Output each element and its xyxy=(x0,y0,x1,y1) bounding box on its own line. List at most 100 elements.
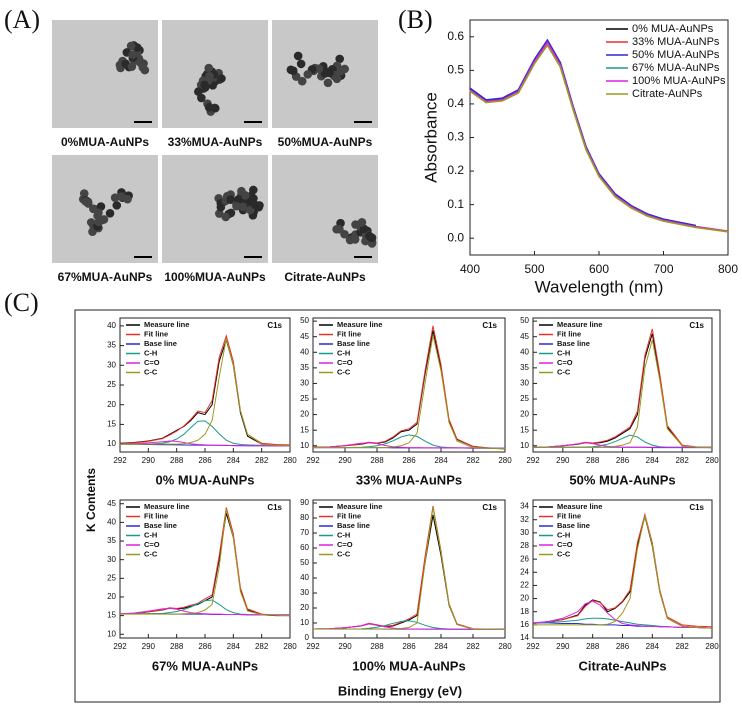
y-tick-label: 60 xyxy=(300,543,309,552)
nanoparticle xyxy=(324,79,333,88)
y-tick-label: 30 xyxy=(300,379,309,388)
y-tick-label: 20 xyxy=(520,410,529,419)
nanoparticle xyxy=(200,81,209,90)
x-tick-label: 280 xyxy=(498,456,512,465)
x-tick-label: 280 xyxy=(705,456,719,465)
panel-label: (B) xyxy=(398,5,433,34)
legend-label: 0% MUA-AuNPs xyxy=(632,23,714,35)
x-tick-label: 290 xyxy=(556,456,570,465)
x-tick-label: 284 xyxy=(434,642,448,651)
annotation: C1s xyxy=(689,321,704,330)
x-tick-label: 292 xyxy=(306,642,320,651)
x-tick-label: 282 xyxy=(466,642,480,651)
x-tick-label: 286 xyxy=(198,456,212,465)
legend-label: 33% MUA-AuNPs xyxy=(632,36,720,48)
x-tick-label: 700 xyxy=(653,262,673,276)
x-tick-label: 284 xyxy=(434,456,448,465)
legend-label: Base line xyxy=(144,339,177,348)
y-tick-label: 30 xyxy=(300,588,309,597)
legend-label: C-H xyxy=(144,348,157,357)
y-tick-label: 26 xyxy=(520,554,529,563)
y-tick-label: 35 xyxy=(107,341,116,350)
legend-label: C-H xyxy=(144,530,157,539)
y-tick-label: 20 xyxy=(520,594,529,603)
image-caption: 33%MUA-AuNPs xyxy=(168,135,263,149)
y-tick-label: 50 xyxy=(300,316,309,325)
y-tick-label: 30 xyxy=(520,528,529,537)
y-tick-label: 0.6 xyxy=(447,29,464,43)
x-tick-label: 280 xyxy=(283,456,297,465)
y-tick-label: 15 xyxy=(300,425,309,434)
nanoparticle xyxy=(112,201,121,210)
x-tick-label: 288 xyxy=(586,456,600,465)
legend-label: Measure line xyxy=(144,502,189,511)
x-tick-label: 282 xyxy=(466,456,480,465)
x-tick-label: 292 xyxy=(526,456,540,465)
tem-image xyxy=(272,155,378,263)
x-tick-label: 500 xyxy=(524,262,544,276)
y-tick-label: 80 xyxy=(300,513,309,522)
legend-label: C-C xyxy=(557,367,571,376)
legend-label: Fit line xyxy=(144,329,168,338)
nanoparticle xyxy=(217,74,226,83)
nanoparticle xyxy=(333,74,342,83)
legend-label: Fit line xyxy=(337,329,361,338)
y-tick-label: 30 xyxy=(107,555,116,564)
x-tick-label: 284 xyxy=(646,642,660,651)
x-tick-label: 282 xyxy=(255,456,269,465)
panel-label: (A) xyxy=(4,5,40,34)
y-tick-label: 28 xyxy=(520,541,529,550)
y-tick-label: 15 xyxy=(107,420,116,429)
y-tick-label: 10 xyxy=(107,629,116,638)
y-tick-label: 40 xyxy=(107,321,116,330)
nanoparticle xyxy=(297,60,306,69)
x-tick-label: 284 xyxy=(227,642,241,651)
nanoparticle xyxy=(294,52,303,61)
nanoparticle xyxy=(365,232,374,241)
legend-label: Measure line xyxy=(144,320,189,329)
y-tick-label: 90 xyxy=(300,498,309,507)
legend-label: C=O xyxy=(144,540,160,549)
x-tick-label: 800 xyxy=(718,262,738,276)
y-tick-label: 22 xyxy=(520,581,529,590)
x-tick-label: 288 xyxy=(170,456,184,465)
x-tick-label: 284 xyxy=(227,456,241,465)
y-tick-label: 10 xyxy=(520,441,529,450)
tem-image xyxy=(52,20,158,128)
y-tick-label: 40 xyxy=(300,347,309,356)
chart-title: 0% MUA-AuNPs xyxy=(156,472,255,487)
x-tick-label: 284 xyxy=(646,456,660,465)
nanoparticle xyxy=(351,235,360,244)
legend-label: 67% MUA-AuNPs xyxy=(632,62,720,74)
legend-label: Base line xyxy=(557,339,590,348)
legend-label: Measure line xyxy=(557,320,602,329)
x-tick-label: 282 xyxy=(675,642,689,651)
legend-label: C=O xyxy=(144,358,160,367)
x-tick-label: 280 xyxy=(283,642,297,651)
legend-label: Base line xyxy=(337,521,370,530)
legend-label: Fit line xyxy=(557,329,581,338)
x-tick-label: 282 xyxy=(675,456,689,465)
legend-label: C=O xyxy=(337,540,353,549)
x-tick-label: 288 xyxy=(170,642,184,651)
y-tick-label: 24 xyxy=(520,567,529,576)
nanoparticle xyxy=(221,213,230,222)
chart-title: 67% MUA-AuNPs xyxy=(152,658,258,673)
y-tick-label: 40 xyxy=(520,347,529,356)
y-tick-label: 15 xyxy=(520,425,529,434)
y-tick-label: 0.4 xyxy=(447,96,464,110)
legend-label: C-H xyxy=(557,348,570,357)
y-tick-label: 10 xyxy=(300,618,309,627)
legend-label: Measure line xyxy=(337,320,382,329)
y-tick-label: 0.3 xyxy=(447,130,464,144)
y-axis-label: Absorbance xyxy=(421,92,440,183)
y-tick-label: 15 xyxy=(107,611,116,620)
y-tick-label: 35 xyxy=(520,363,529,372)
image-caption: Citrate-AuNPs xyxy=(284,270,366,284)
nanoparticle xyxy=(128,50,137,59)
annotation: C1s xyxy=(689,503,704,512)
x-tick-label: 292 xyxy=(113,642,127,651)
nanoparticle xyxy=(289,66,298,75)
y-tick-label: 16 xyxy=(520,620,529,629)
